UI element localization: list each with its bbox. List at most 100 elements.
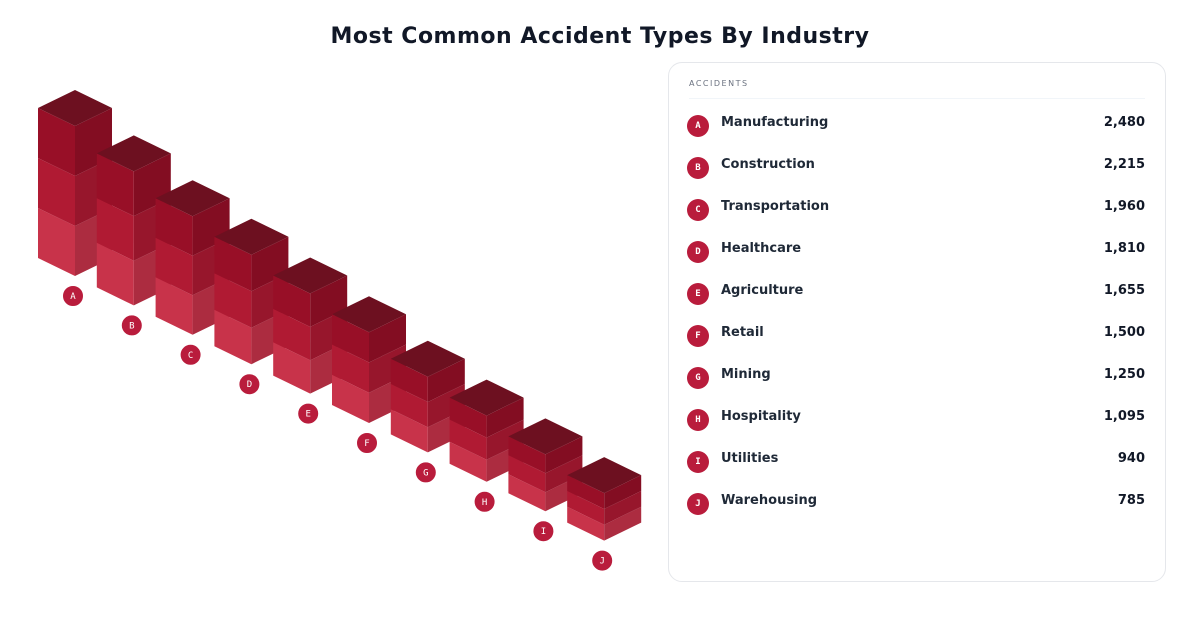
list-item: J Warehousing 785 [687, 491, 1147, 527]
row-name: Agriculture [721, 283, 804, 298]
bar-badge-circle [355, 431, 379, 455]
bar-7: G [390, 340, 465, 485]
bar-left-face [273, 342, 311, 394]
bar-6: F [332, 296, 406, 455]
rank-badge: G [687, 367, 709, 389]
rank-badge: F [687, 325, 709, 347]
bar-left-face [273, 275, 311, 327]
bar-badge-circle [119, 313, 144, 338]
bar-right-face [369, 314, 406, 363]
bar-left-face [390, 409, 428, 453]
bar-badge-circle [296, 401, 321, 426]
row-value: 940 [1117, 451, 1145, 466]
bar-left-face [38, 158, 75, 226]
bar-right-face [310, 275, 348, 327]
bar-left-face [38, 108, 75, 176]
bar-right-face [604, 475, 642, 509]
bar-badge-label: G [423, 468, 428, 478]
list-item: E Agriculture 1,655 [687, 281, 1147, 317]
bar-top-face [449, 379, 524, 416]
bar-left-face [567, 506, 605, 541]
bar-left-face [214, 309, 252, 365]
row-value: 1,810 [1103, 241, 1145, 256]
bar-left-face [449, 397, 487, 438]
row-name: Manufacturing [721, 115, 829, 130]
row-value: 2,215 [1103, 157, 1145, 172]
row-value: 1,960 [1103, 199, 1145, 214]
bar-badge-circle [413, 460, 438, 485]
bar-left-face [390, 358, 428, 402]
bar-left-face [449, 441, 487, 482]
row-name: Mining [721, 367, 771, 382]
bar-badge-label: D [247, 380, 252, 390]
rank-badge: D [687, 241, 709, 263]
bar-right-face [545, 436, 583, 474]
bar-top-face [273, 257, 348, 294]
list-item: B Construction 2,215 [687, 155, 1147, 191]
bar-badge-label: E [305, 410, 310, 420]
ranking-panel: Accidents A Manufacturing 2,480 B Constr… [668, 62, 1166, 582]
bar-left-face [567, 490, 605, 525]
bar-top-face [38, 90, 112, 126]
bar-left-face [449, 419, 487, 460]
bar-left-face [508, 436, 546, 474]
row-value: 1,095 [1103, 409, 1145, 424]
bar-5: E [273, 257, 348, 426]
panel-header: Accidents [689, 79, 1145, 99]
bar-badge-circle [237, 372, 262, 397]
list-item: H Hospitality 1,095 [687, 407, 1147, 443]
row-name: Hospitality [721, 409, 801, 424]
bar-badge-circle [178, 342, 203, 367]
list-item: C Transportation 1,960 [687, 197, 1147, 233]
bar-right-face [486, 397, 524, 438]
row-name: Healthcare [721, 241, 802, 256]
rank-badge: J [687, 493, 709, 515]
rank-badge: A [687, 115, 709, 137]
bar-badge-label: C [188, 351, 193, 361]
bar-10: J [567, 457, 642, 573]
row-value: 785 [1117, 493, 1145, 508]
bar-top-face [96, 135, 171, 172]
bar-right-face [604, 506, 642, 541]
bar-left-face [508, 455, 546, 493]
bar-right-face [604, 490, 642, 525]
row-value: 1,250 [1103, 367, 1145, 382]
bar-badge-label: H [482, 498, 487, 508]
bar-left-face [332, 374, 369, 423]
list-item: A Manufacturing 2,480 [687, 113, 1147, 149]
list-item: F Retail 1,500 [687, 323, 1147, 359]
bar-left-face [214, 273, 252, 328]
bar-left-face [214, 236, 252, 292]
rank-badge: C [687, 199, 709, 221]
rank-badge: I [687, 451, 709, 473]
bar-right-face [486, 419, 524, 460]
bar-right-face [427, 358, 465, 402]
bar-top-face [155, 180, 230, 217]
bar-top-face [567, 457, 642, 494]
bar-left-face [96, 242, 134, 306]
rank-badge: H [687, 409, 709, 431]
bar-left-face [390, 383, 428, 428]
list-item: D Healthcare 1,810 [687, 239, 1147, 275]
row-name: Retail [721, 325, 764, 340]
bar-badge-label: J [599, 557, 604, 567]
bar-badge-circle [472, 489, 497, 514]
bar-left-face [567, 475, 605, 509]
bar-badge-label: I [541, 527, 546, 537]
row-value: 1,655 [1103, 283, 1145, 298]
rank-badge: E [687, 283, 709, 305]
row-name: Utilities [721, 451, 779, 466]
bar-left-face [155, 237, 193, 296]
bar-left-face [96, 153, 134, 217]
list-item: G Mining 1,250 [687, 365, 1147, 401]
bar-top-face [214, 218, 289, 255]
bar-badge-label: F [364, 439, 369, 449]
bar-badge-circle [61, 284, 85, 308]
bar-left-face [38, 208, 75, 276]
rank-badge: B [687, 157, 709, 179]
bar-badge-label: B [129, 321, 134, 331]
row-name: Transportation [721, 199, 830, 214]
bar-badge-circle [531, 519, 556, 544]
bar-top-face [390, 340, 465, 377]
bar-left-face [273, 308, 311, 361]
